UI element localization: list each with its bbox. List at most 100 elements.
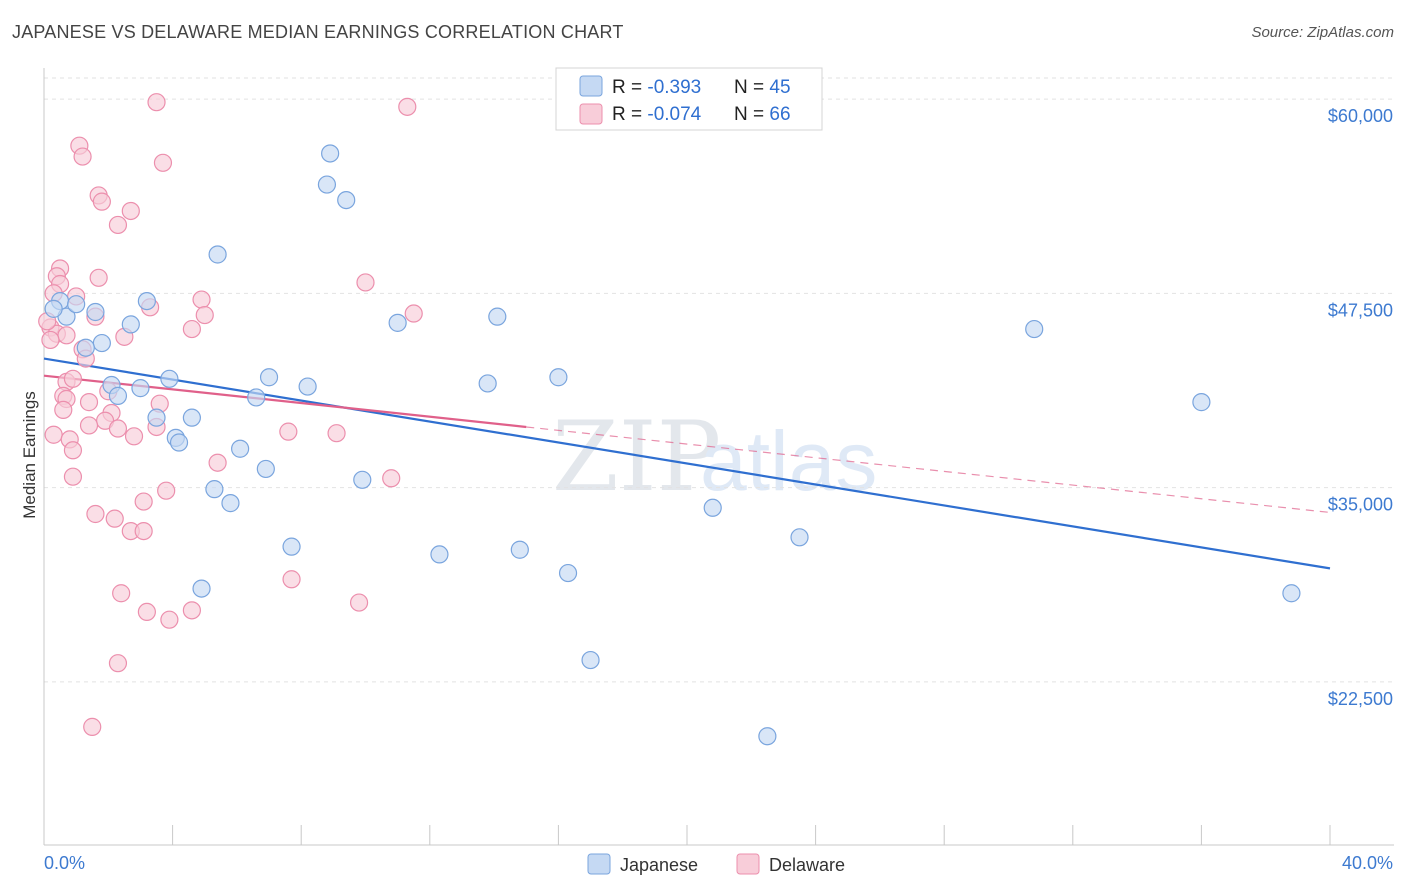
point-japanese-35 bbox=[790, 528, 809, 547]
point-delaware-41 bbox=[124, 427, 144, 446]
point-delaware-24 bbox=[182, 319, 201, 339]
bottom-legend-japanese: Japanese bbox=[620, 855, 698, 875]
point-japanese-29 bbox=[231, 439, 250, 458]
point-japanese-37 bbox=[430, 545, 449, 564]
point-japanese-23 bbox=[549, 368, 568, 387]
legend-n-value-1: 45 bbox=[769, 77, 790, 98]
point-japanese-21 bbox=[298, 377, 317, 396]
point-japanese-7 bbox=[137, 292, 156, 311]
point-delaware-47 bbox=[382, 469, 401, 488]
point-delaware-64 bbox=[63, 369, 83, 388]
point-japanese-10 bbox=[317, 175, 337, 194]
point-japanese-17 bbox=[131, 379, 150, 398]
point-delaware-37 bbox=[79, 416, 99, 435]
gridlines bbox=[44, 77, 1394, 683]
point-delaware-63 bbox=[41, 330, 60, 350]
source-credit: Source: ZipAtlas.com bbox=[1251, 24, 1394, 41]
trend-line-delaware-solid bbox=[43, 374, 527, 429]
trend-lines bbox=[43, 357, 1331, 570]
svg-text:N = 66: N = 66 bbox=[734, 104, 791, 125]
point-delaware-45 bbox=[208, 453, 227, 472]
axes: $22,500 $35,000 $47,500 $60,000 bbox=[43, 68, 1394, 846]
point-delaware-53 bbox=[134, 521, 153, 541]
point-japanese-31 bbox=[353, 470, 372, 489]
legend-swatch-delaware bbox=[579, 103, 603, 125]
point-japanese-25 bbox=[147, 408, 166, 427]
point-delaware-57 bbox=[137, 602, 156, 622]
point-delaware-16 bbox=[192, 290, 211, 309]
point-delaware-42 bbox=[44, 425, 63, 444]
point-japanese-43 bbox=[758, 727, 777, 746]
point-japanese-30 bbox=[256, 459, 275, 479]
point-japanese-9 bbox=[321, 144, 340, 163]
point-japanese-2 bbox=[67, 295, 86, 314]
point-japanese-8 bbox=[208, 245, 227, 264]
y-tick-label-3: $60,000 bbox=[1328, 106, 1393, 126]
legend-r-value-1: -0.393 bbox=[647, 77, 701, 98]
legend-n-value-2: 66 bbox=[769, 104, 790, 125]
chart-title: JAPANESE VS DELAWARE MEDIAN EARNINGS COR… bbox=[12, 22, 624, 42]
bottom-legend-delaware: Delaware bbox=[769, 855, 845, 875]
point-delaware-50 bbox=[86, 504, 105, 524]
point-delaware-44 bbox=[63, 441, 83, 460]
point-delaware-61 bbox=[83, 717, 102, 736]
y-tick-label-1: $35,000 bbox=[1328, 495, 1393, 515]
point-japanese-20 bbox=[247, 388, 266, 407]
point-japanese-44 bbox=[44, 299, 63, 318]
point-japanese-38 bbox=[510, 540, 529, 559]
point-delaware-23 bbox=[57, 326, 76, 345]
point-delaware-36 bbox=[108, 419, 128, 438]
point-delaware-58 bbox=[182, 601, 201, 620]
point-japanese-39 bbox=[558, 563, 578, 583]
trend-line-delaware-dashed bbox=[526, 426, 1331, 514]
bottom-legend-swatch-japanese bbox=[587, 853, 611, 875]
point-delaware-13 bbox=[356, 273, 375, 292]
point-delaware-31 bbox=[79, 393, 99, 412]
point-japanese-5 bbox=[76, 338, 95, 357]
point-japanese-16 bbox=[108, 386, 128, 405]
point-delaware-6 bbox=[92, 192, 111, 211]
svg-text:R = -0.393: R = -0.393 bbox=[612, 77, 701, 98]
legend-r-value-2: -0.074 bbox=[647, 104, 701, 125]
point-japanese-34 bbox=[703, 498, 722, 517]
legend-r-label-1: R = bbox=[612, 77, 647, 98]
y-tick-label-0: $22,500 bbox=[1328, 689, 1393, 709]
point-delaware-60 bbox=[108, 654, 128, 673]
point-delaware-54 bbox=[282, 570, 301, 589]
legend-n-label-1: N = bbox=[734, 77, 769, 98]
correlation-legend: R = -0.393 N = 45 R = -0.074 N = 66 bbox=[555, 67, 823, 131]
point-delaware-56 bbox=[349, 593, 369, 612]
point-japanese-19 bbox=[259, 368, 279, 387]
point-delaware-46 bbox=[63, 467, 83, 486]
point-japanese-3 bbox=[86, 302, 105, 322]
legend-r-label-2: R = bbox=[612, 104, 647, 125]
point-delaware-55 bbox=[112, 584, 131, 603]
point-delaware-0 bbox=[147, 93, 166, 112]
point-japanese-28 bbox=[169, 433, 189, 452]
point-japanese-40 bbox=[192, 579, 211, 598]
point-japanese-13 bbox=[488, 307, 507, 326]
point-japanese-4 bbox=[92, 333, 111, 353]
svg-text:N = 45: N = 45 bbox=[734, 77, 791, 98]
y-tick-label-2: $47,500 bbox=[1328, 300, 1393, 320]
point-delaware-39 bbox=[279, 422, 298, 441]
point-japanese-26 bbox=[182, 408, 201, 427]
point-japanese-42 bbox=[581, 650, 600, 670]
point-delaware-8 bbox=[108, 215, 128, 235]
point-delaware-1 bbox=[398, 97, 417, 116]
x-tick-label-max: 40.0% bbox=[1342, 853, 1393, 873]
watermark-zip: ZIP bbox=[552, 401, 721, 513]
legend-swatch-japanese bbox=[579, 75, 603, 97]
point-japanese-18 bbox=[160, 369, 179, 388]
trend-line-japanese bbox=[43, 357, 1331, 570]
point-japanese-22 bbox=[478, 374, 497, 393]
legend-n-label-2: N = bbox=[734, 104, 769, 125]
x-tick-label-min: 0.0% bbox=[44, 853, 85, 873]
point-delaware-12 bbox=[89, 268, 108, 287]
point-delaware-48 bbox=[157, 481, 176, 500]
point-delaware-59 bbox=[160, 610, 179, 629]
point-japanese-24 bbox=[1192, 393, 1211, 412]
bottom-legend-swatch-delaware bbox=[736, 853, 760, 875]
y-axis-label: Median Earnings bbox=[20, 391, 39, 519]
